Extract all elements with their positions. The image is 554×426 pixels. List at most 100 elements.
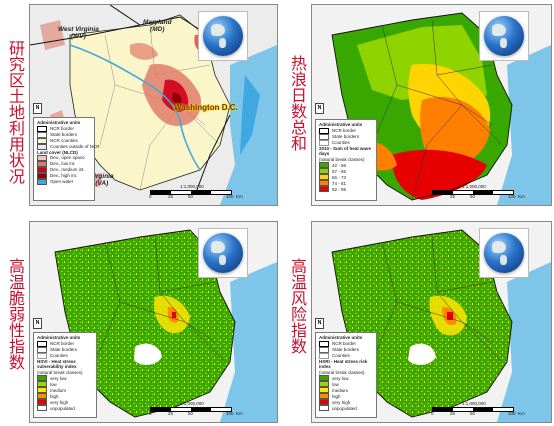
legend-heat-subtitle: (natural break classes) <box>319 156 365 162</box>
legend-land-use: Administrative units NCR border State bo… <box>33 117 100 201</box>
legend-state-borders: State borders <box>319 133 373 140</box>
legend-class-label: high <box>332 393 341 399</box>
legend-admin-units-title: Administrative units <box>319 335 363 340</box>
legend-class-label: 57 - 65 <box>332 168 347 174</box>
label-washington-dc: Washington D.C. <box>174 103 238 112</box>
title-risk-index: 高温风险指数 <box>288 258 307 354</box>
north-arrow-icon: N <box>315 318 324 329</box>
legend-swatch <box>319 399 329 406</box>
legend-class-label: very low <box>332 375 349 381</box>
legend-admin-units-title: Administrative units <box>319 122 363 127</box>
legend-swatch <box>319 381 329 388</box>
north-arrow-icon: N <box>33 103 42 114</box>
legend-swatch <box>37 161 47 168</box>
legend-swatch <box>319 375 329 382</box>
legend-class-item: 57 - 65 <box>319 168 373 175</box>
legend-counties: Counties <box>319 352 373 359</box>
legend-swatch <box>319 180 329 187</box>
legend-counties: Counties <box>37 352 93 359</box>
legend-swatch <box>37 173 47 180</box>
globe-inset <box>198 11 248 61</box>
legend-hsvi-title: HSVI - Heat stress vulnerability index <box>37 358 77 370</box>
legend-swatch <box>37 167 47 174</box>
legend-class-item: Dev., open space <box>37 155 91 162</box>
legend-class-item: very low <box>37 375 93 382</box>
legend-land-cover-title: Land cover (NLCD) <box>37 149 78 155</box>
legend-class-label: Dev., open space <box>50 155 85 161</box>
legend-swatch <box>37 179 47 186</box>
legend-class-item: low <box>37 381 93 388</box>
legend-class-item: Dev., low int. <box>37 161 91 168</box>
legend-heat-title: 2010 - Sum of heat wave days <box>319 145 372 157</box>
map-panel-land-use[interactable]: West Virginia (WV) Maryland (MD) Virginia(… <box>29 4 278 206</box>
legend-ncr-border: NCR border <box>37 125 91 132</box>
map-panel-vulnerability[interactable]: N Administrative units NCR border State … <box>29 221 278 423</box>
legend-class-label: Dev., medium int. <box>50 167 85 173</box>
legend-class-label: unpopulated <box>50 405 75 411</box>
legend-class-label: 82 - 98 <box>332 186 347 192</box>
legend-class-item: high <box>319 393 373 400</box>
legend-hsri-title: HSRI - Heat stress risk index <box>319 358 368 370</box>
legend-swatch <box>37 399 47 406</box>
label-virginia: Virginia (VA) <box>90 173 114 187</box>
legend-class-label: 42 - 56 <box>332 162 347 168</box>
legend-class-label: 74 - 81 <box>332 180 347 186</box>
legend-class-item: Dev., high int. <box>37 173 91 180</box>
globe-icon <box>484 16 524 56</box>
title-heat-wave-days: 热浪日数总和 <box>288 55 307 151</box>
globe-inset <box>198 228 248 278</box>
legend-class-item: low <box>319 381 373 388</box>
globe-icon <box>203 16 243 56</box>
legend-heat-wave-days: Administrative units NCR border State bo… <box>315 119 377 201</box>
legend-admin-units-title: Administrative units <box>37 120 81 125</box>
legend-class-item: unpopulated <box>319 405 373 412</box>
legend-state-borders: State borders <box>37 346 93 353</box>
legend-ncr-border: NCR border <box>319 127 373 134</box>
legend-swatch <box>37 387 47 394</box>
legend-ncr-border: NCR border <box>319 340 373 347</box>
legend-class-label: medium <box>50 387 67 393</box>
legend-swatch <box>319 405 329 412</box>
legend-risk: Administrative units NCR border State bo… <box>315 332 377 418</box>
legend-class-item: very low <box>319 375 373 382</box>
scale-bar: 1:1,000,000 0 25 50 100 Km <box>431 184 525 199</box>
legend-swatch <box>319 174 329 181</box>
legend-hsri-subtitle: (natural break classes) <box>319 369 365 375</box>
legend-counties-outside: Counties outside of NCR <box>37 143 100 150</box>
legend-counties: Counties <box>319 139 373 146</box>
legend-class-label: unpopulated <box>332 405 357 411</box>
legend-swatch <box>37 381 47 388</box>
legend-admin-units-title: Administrative units <box>37 335 81 340</box>
scale-bar: 1:1,000,000 0 25 50 100 Km <box>431 401 525 416</box>
legend-vulnerability: Administrative units NCR border State bo… <box>33 332 97 418</box>
legend-class-label: low <box>50 381 57 387</box>
legend-class-item: medium <box>319 387 373 394</box>
legend-swatch <box>37 393 47 400</box>
label-maryland: Maryland (MD) <box>143 19 172 33</box>
north-arrow-icon: N <box>33 318 42 329</box>
legend-ncr-border: NCR border <box>37 340 93 347</box>
legend-swatch <box>319 186 329 193</box>
legend-class-label: very high <box>50 399 69 405</box>
legend-class-label: 66 - 73 <box>332 174 347 180</box>
risk-map <box>312 222 551 422</box>
legend-class-item: high <box>37 393 93 400</box>
legend-class-item: 82 - 98 <box>319 186 373 193</box>
legend-class-label: very low <box>50 375 67 381</box>
globe-inset <box>479 11 529 61</box>
legend-class-label: low <box>332 381 339 387</box>
title-land-use: 研究区土地利用状况 <box>6 40 25 184</box>
legend-class-label: Open water <box>50 179 74 185</box>
legend-class-item: 66 - 73 <box>319 174 373 181</box>
title-vulnerability-index: 高温脆弱性指数 <box>6 258 25 370</box>
legend-swatch <box>319 387 329 394</box>
legend-class-label: very high <box>332 399 351 405</box>
map-panel-heat-wave-days[interactable]: N Administrative units NCR border State … <box>311 4 552 206</box>
legend-class-item: medium <box>37 387 93 394</box>
legend-swatch <box>319 162 329 169</box>
legend-class-label: Dev., low int. <box>50 161 76 167</box>
map-panel-risk[interactable]: N Administrative units NCR border State … <box>311 221 552 423</box>
legend-swatch <box>37 375 47 382</box>
legend-swatch <box>319 168 329 175</box>
legend-swatch <box>319 393 329 400</box>
